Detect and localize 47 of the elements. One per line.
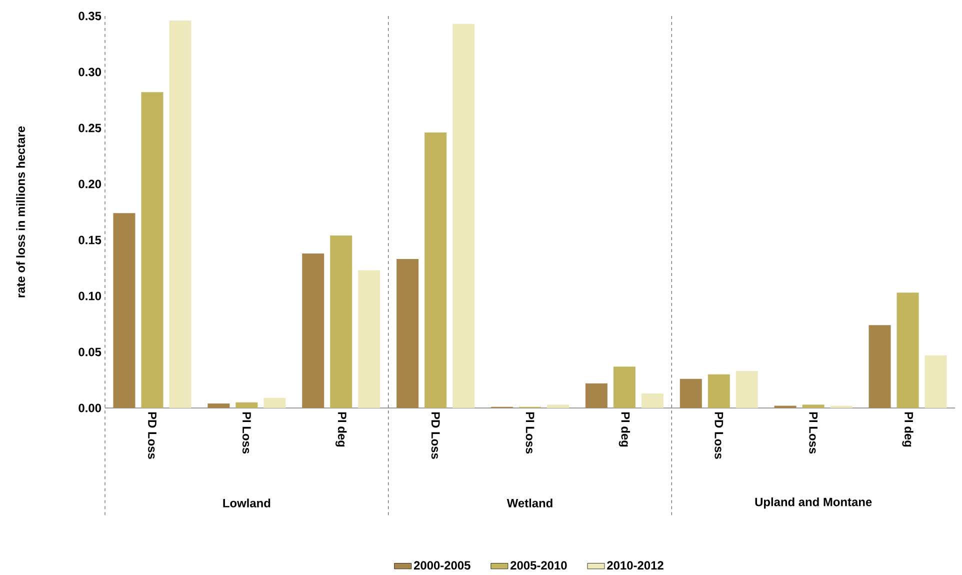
x-tick-label: PI deg bbox=[336, 412, 347, 447]
bar bbox=[547, 404, 570, 408]
y-tick-label: 0.05 bbox=[78, 348, 102, 356]
text: Lowland bbox=[223, 498, 270, 508]
bar bbox=[802, 404, 824, 408]
x-tick-label: PI deg bbox=[902, 412, 914, 447]
bar bbox=[424, 132, 447, 408]
bar bbox=[585, 383, 608, 408]
bar bbox=[924, 355, 947, 408]
bar bbox=[208, 404, 230, 408]
y-tick-label: 0.00 bbox=[78, 404, 101, 412]
bar bbox=[396, 259, 419, 408]
bar bbox=[302, 253, 324, 408]
bar bbox=[896, 292, 919, 408]
bar bbox=[169, 20, 192, 408]
x-tick-label: PD Loss bbox=[714, 412, 724, 459]
bar bbox=[736, 371, 758, 408]
bar bbox=[113, 213, 136, 408]
x-tick-label: PD Loss bbox=[431, 412, 440, 459]
y-tick-label: 0.20 bbox=[78, 180, 101, 188]
y-tick-label: 0.35 bbox=[78, 12, 102, 20]
x-tick-label: PI Loss bbox=[809, 412, 818, 454]
x-tick-label: PI Loss bbox=[526, 412, 534, 454]
legend-label: 2010-2012 bbox=[607, 561, 664, 570]
bar bbox=[641, 393, 664, 408]
bar bbox=[264, 398, 286, 408]
bar bbox=[680, 378, 702, 408]
bar bbox=[330, 236, 352, 408]
x-tick-label: PI deg bbox=[618, 412, 630, 447]
x-tick-label: PD Loss bbox=[148, 412, 156, 459]
bar bbox=[868, 325, 891, 408]
text: Upland and Montane bbox=[755, 497, 872, 509]
y-axis-title: rate of loss in millions hectare bbox=[16, 126, 25, 298]
y-tick-label: 0.15 bbox=[78, 236, 102, 244]
bar bbox=[452, 24, 475, 408]
legend-label: 2000-2005 bbox=[414, 561, 470, 570]
bar bbox=[358, 270, 380, 408]
y-tick-label: 0.25 bbox=[78, 124, 102, 132]
legend-label: 2005-2010 bbox=[510, 561, 567, 570]
bar bbox=[613, 366, 636, 408]
bar bbox=[141, 92, 164, 408]
y-tick-label: 0.10 bbox=[78, 292, 101, 300]
bar bbox=[236, 402, 258, 408]
y-tick-label: 0.30 bbox=[78, 68, 101, 76]
text: Wetland bbox=[506, 498, 552, 508]
bar bbox=[708, 374, 730, 408]
x-tick-label: PI Loss bbox=[242, 412, 251, 454]
